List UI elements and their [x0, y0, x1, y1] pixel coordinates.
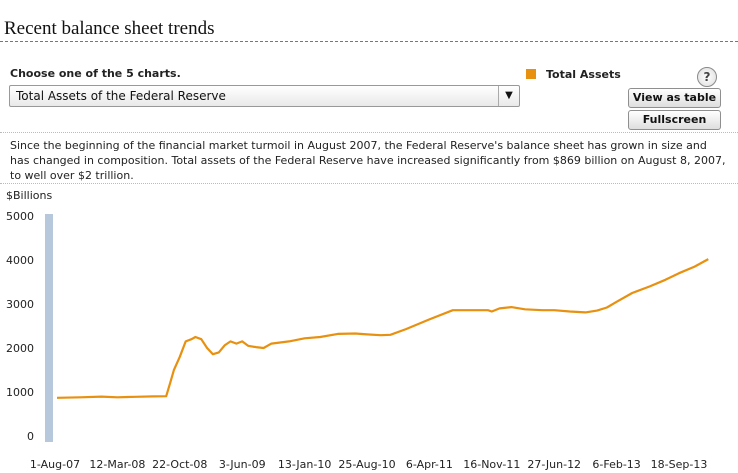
x-tick-label: 6-Apr-11	[406, 458, 453, 471]
y-tick-label: 3000	[6, 298, 34, 311]
y-tick-label: 0	[27, 430, 34, 443]
x-tick-label: 22-Oct-08	[152, 458, 207, 471]
x-tick-label: 1-Aug-07	[30, 458, 80, 471]
description-divider-top	[0, 132, 738, 133]
y-axis-ticks: 0 1000 2000 3000 4000 5000	[6, 210, 34, 443]
chart-select[interactable]: Total Assets of the Federal Reserve ▼	[9, 85, 520, 107]
legend-swatch-total-assets	[526, 69, 536, 79]
x-tick-label: 16-Nov-11	[463, 458, 520, 471]
x-axis-ticks: 1-Aug-07 12-Mar-08 22-Oct-08 3-Jun-09 13-Jan…	[30, 458, 707, 471]
series-line-total-assets	[56, 258, 709, 399]
legend-label-total-assets: Total Assets	[546, 68, 621, 81]
chart-chooser-label: Choose one of the 5 charts.	[10, 67, 181, 80]
y-axis-unit-label: $Billions	[6, 189, 53, 202]
help-icon[interactable]: ?	[697, 67, 717, 87]
x-tick-label: 27-Jun-12	[527, 458, 581, 471]
title-divider	[0, 41, 738, 42]
x-tick-label: 18-Sep-13	[651, 458, 708, 471]
x-tick-label: 6-Feb-13	[592, 458, 640, 471]
x-tick-label: 3-Jun-09	[219, 458, 266, 471]
y-axis-bar	[45, 214, 53, 442]
chevron-down-icon[interactable]: ▼	[498, 86, 519, 106]
description-divider-bottom	[0, 183, 738, 184]
view-as-table-button[interactable]: View as table	[628, 88, 721, 108]
chart-select-value: Total Assets of the Federal Reserve	[16, 89, 226, 103]
x-tick-label: 13-Jan-10	[278, 458, 332, 471]
y-tick-label: 5000	[6, 210, 34, 223]
page-title: Recent balance sheet trends	[4, 18, 215, 39]
x-tick-label: 12-Mar-08	[89, 458, 145, 471]
x-tick-label: 25-Aug-10	[338, 458, 395, 471]
y-tick-label: 1000	[6, 386, 34, 399]
fullscreen-button[interactable]: Fullscreen	[628, 110, 721, 130]
y-tick-label: 4000	[6, 254, 34, 267]
y-tick-label: 2000	[6, 342, 34, 355]
chart-description: Since the beginning of the financial mar…	[10, 139, 726, 182]
